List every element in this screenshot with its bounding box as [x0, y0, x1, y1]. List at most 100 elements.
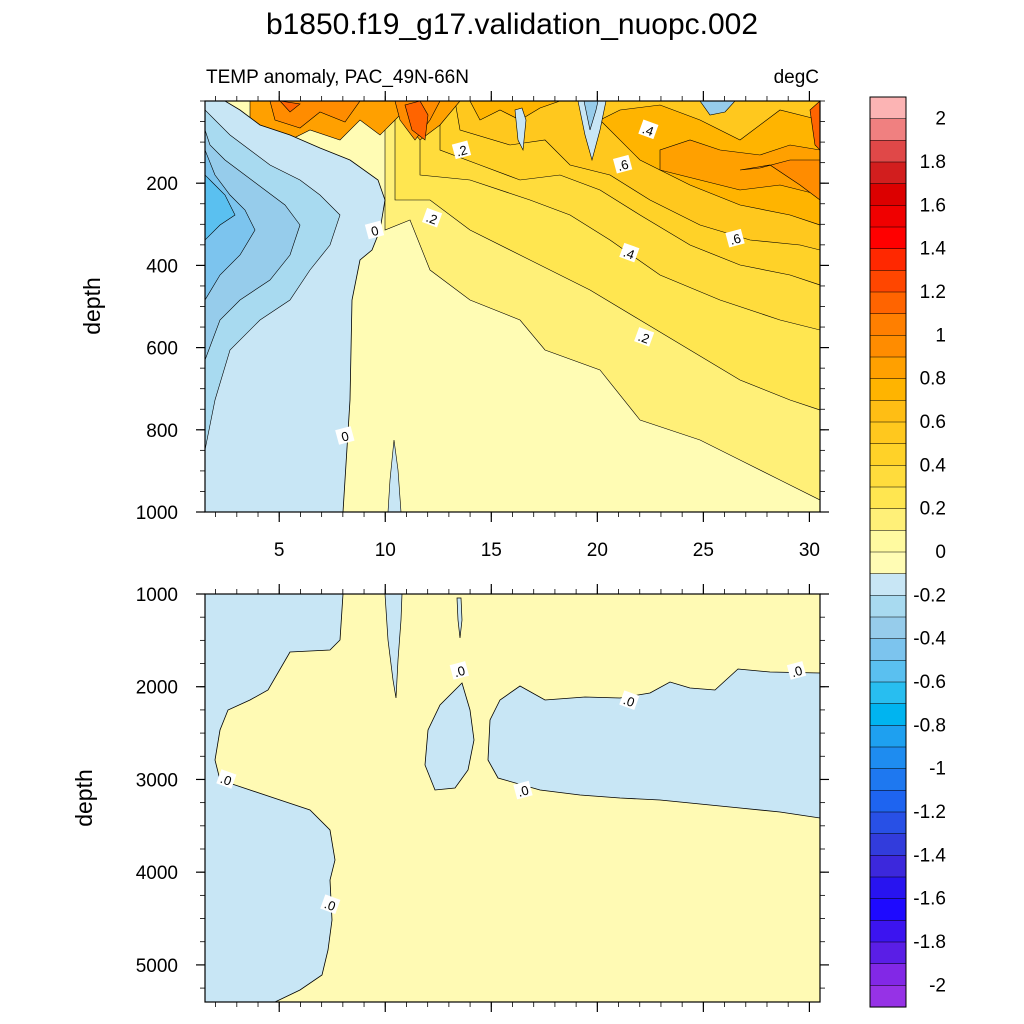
contour-label-bg: [216, 769, 237, 789]
colorbar-swatch: [869, 616, 907, 640]
fill-negative-tongue-lower: [384, 594, 403, 699]
colorbar-swatch: [869, 595, 907, 618]
contour-label-bg: [634, 327, 655, 347]
contour-label-text: .0: [790, 663, 804, 680]
colorbar-swatch: [869, 855, 907, 878]
lower-contour-fills: [205, 594, 820, 1002]
chart-subtitle-left: TEMP anomaly, PAC_49N-66N: [206, 67, 469, 88]
colorbar-label: 1.2: [920, 282, 946, 303]
colorbar-label: -1.2: [913, 802, 946, 823]
colorbar-swatch: [869, 118, 907, 141]
colorbar-swatch: [869, 746, 907, 770]
colorbar-swatch: [869, 226, 907, 250]
contour-label: .0: [320, 894, 341, 914]
colorbar-swatch: [869, 378, 907, 401]
y-tick-label: 1000: [136, 585, 178, 606]
colorbar-swatch: [869, 248, 907, 271]
colorbar-label: 2: [935, 109, 946, 130]
fill-negative-sliver: [456, 597, 463, 639]
upper-contour-labels: .2 .4 .6 .2 0 .4 .6 .2 0: [335, 119, 745, 445]
contour-label-bg: [619, 242, 640, 263]
chart-units: degC: [774, 67, 819, 88]
colorbar-label: -0.2: [913, 585, 946, 606]
contour-label: .0: [216, 769, 237, 789]
colorbar-swatch: [869, 443, 907, 466]
colorbar-swatch: [869, 140, 907, 163]
colorbar-swatch: [869, 205, 907, 228]
colorbar-swatch: [869, 725, 907, 748]
contour-label: .0: [786, 661, 807, 680]
colorbar-swatch: [869, 876, 907, 900]
colorbar-label: -0.8: [913, 715, 946, 736]
contour-label: .2: [422, 207, 443, 228]
contour-label-bg: [364, 220, 385, 240]
upper-y-axis-label: depth: [79, 277, 105, 335]
contour-label-bg: [619, 690, 640, 710]
colorbar-swatch: [869, 638, 907, 661]
contour-label: .0: [513, 780, 533, 800]
contour-label-text: .2: [636, 329, 651, 347]
y-tick-label: 600: [146, 339, 178, 360]
colorbar-label: -0.4: [913, 629, 946, 650]
colorbar-swatch: [869, 356, 907, 380]
colorbar-swatch: [869, 465, 907, 488]
colorbar-swatch: [869, 400, 907, 423]
contour-label-bg: [449, 661, 470, 680]
lower-panel: .0 .0 .0 .0 .0 .0 1000 2000 3000 4000 5000 depth: [71, 584, 829, 1012]
contour-label-text: .4: [640, 121, 655, 139]
contour-label: .4: [638, 119, 659, 140]
fill-cold-lens-20b: [583, 101, 599, 131]
colorbar-swatch: [869, 530, 907, 553]
colorbar-label: 1.4: [920, 239, 947, 260]
colorbar-swatch: [869, 335, 907, 358]
contour-label-bg: [335, 426, 355, 445]
colorbar-swatch: [869, 941, 907, 965]
colorbar-label: 1.6: [920, 195, 946, 216]
contour-label: .0: [619, 690, 640, 710]
contour-label-text: .0: [452, 663, 466, 680]
colorbar-swatch: [869, 768, 907, 791]
contour-label-bg: [320, 894, 341, 914]
lower-contour-labels: .0 .0 .0 .0 .0 .0: [216, 661, 807, 914]
contour-label: .2: [634, 327, 655, 347]
fill-cold-lens-24: [699, 101, 736, 116]
colorbar-swatch: [869, 703, 907, 726]
x-tick-label: 20: [587, 540, 608, 561]
y-tick-label: 5000: [136, 956, 178, 977]
colorbar-swatch: [869, 421, 907, 445]
fill-negative-left: [205, 594, 344, 1002]
lower-x-axis: [215, 584, 810, 1012]
colorbar-swatch: [869, 790, 907, 813]
colorbar-swatch: [869, 833, 907, 856]
colorbar-label: -1: [929, 759, 946, 780]
colorbar-swatch: [869, 270, 907, 293]
contour-label-text: 0: [340, 428, 351, 444]
contour-label: .4: [619, 242, 640, 263]
upper-y-axis: 200 400 600 800 1000: [136, 100, 829, 524]
x-tick-label: 5: [274, 540, 285, 561]
colorbar-swatch: [869, 508, 907, 531]
fill-negative-0-4: [205, 174, 236, 241]
contour-label: .2: [451, 140, 472, 160]
y-tick-label: 400: [146, 256, 178, 277]
contour-label-text: .6: [616, 157, 630, 174]
contour-label: .0: [449, 661, 470, 680]
x-tick-label: 10: [375, 540, 396, 561]
contour-label-text: .0: [516, 782, 530, 799]
fill-level-1-0: [279, 101, 820, 151]
fill-cold-lens-20: [577, 101, 607, 162]
colorbar-label: -1.6: [913, 889, 946, 910]
x-tick-label: 15: [481, 540, 502, 561]
chart-title: b1850.f19_g17.validation_nuopc.002: [266, 8, 758, 41]
y-tick-label: 2000: [136, 678, 178, 699]
contour-label-bg: [451, 140, 472, 160]
contour-label-bg: [638, 119, 659, 140]
x-tick-label: 30: [799, 540, 820, 561]
colorbar-label: 1.8: [920, 152, 946, 173]
colorbar-swatch: [869, 811, 907, 835]
colorbar-label: 1: [935, 325, 946, 346]
contour-label-bg: [422, 207, 443, 228]
contour-label-text: .0: [218, 771, 233, 789]
contour-label: .6: [612, 154, 633, 174]
colorbar-label: 0.4: [920, 455, 947, 476]
